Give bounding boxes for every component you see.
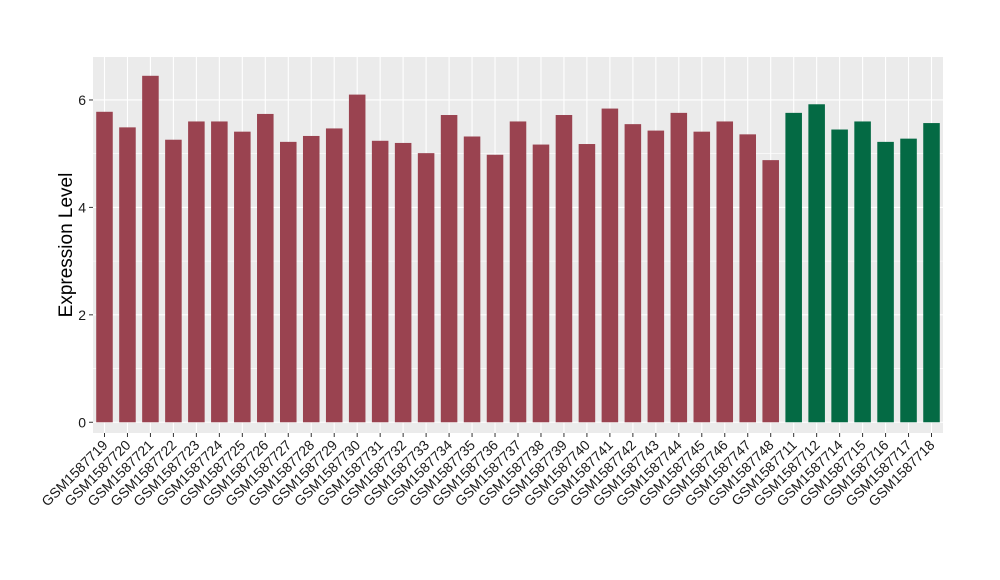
bar-GSM1587723: [188, 121, 205, 423]
y-tick-label: 0: [78, 414, 86, 430]
bar-GSM1587719: [96, 111, 113, 423]
bar-GSM1587712: [808, 104, 825, 423]
bar-GSM1587745: [693, 131, 711, 423]
bar-GSM1587729: [325, 128, 343, 423]
bar-GSM1587740: [578, 144, 596, 423]
bar-GSM1587714: [831, 129, 848, 423]
bars: [96, 75, 940, 423]
y-tick-label: 2: [78, 307, 86, 323]
bar-GSM1587726: [257, 113, 274, 423]
y-tick-label: 6: [78, 92, 86, 108]
bar-GSM1587742: [624, 124, 642, 423]
bar-GSM1587747: [739, 134, 756, 423]
bar-GSM1587721: [142, 75, 159, 423]
bar-GSM1587718: [923, 123, 940, 423]
bar-GSM1587746: [716, 121, 734, 423]
bar-GSM1587717: [900, 138, 917, 423]
bar-GSM1587744: [670, 112, 688, 423]
y-axis-title: Expression Level: [56, 173, 77, 318]
bar-GSM1587738: [532, 144, 550, 423]
bar-GSM1587731: [371, 140, 389, 423]
bar-GSM1587727: [280, 141, 297, 423]
y-axis: 0 2 4 6: [78, 92, 93, 430]
bar-GSM1587743: [647, 130, 665, 423]
bar-GSM1587725: [234, 131, 251, 423]
bar-GSM1587741: [601, 108, 619, 423]
bar-GSM1587733: [417, 153, 435, 423]
bar-GSM1587724: [211, 121, 228, 423]
bar-GSM1587735: [463, 136, 481, 423]
bar-GSM1587730: [348, 94, 366, 423]
bar-GSM1587736: [486, 154, 504, 423]
bar-GSM1587728: [302, 135, 320, 423]
bar-GSM1587715: [854, 121, 871, 423]
x-axis: GSM1587719GSM1587720GSM1587721GSM1587722…: [38, 433, 938, 509]
bar-GSM1587739: [555, 115, 573, 423]
bar-GSM1587716: [877, 141, 894, 423]
bar-GSM1587720: [119, 127, 136, 423]
bar-GSM1587722: [165, 139, 182, 423]
bar-GSM1587748: [762, 160, 779, 423]
y-tick-label: 4: [78, 199, 86, 215]
bar-GSM1587732: [394, 142, 412, 423]
bar-GSM1587737: [509, 121, 527, 423]
bar-GSM1587711: [785, 112, 802, 423]
bar-GSM1587734: [440, 115, 458, 423]
